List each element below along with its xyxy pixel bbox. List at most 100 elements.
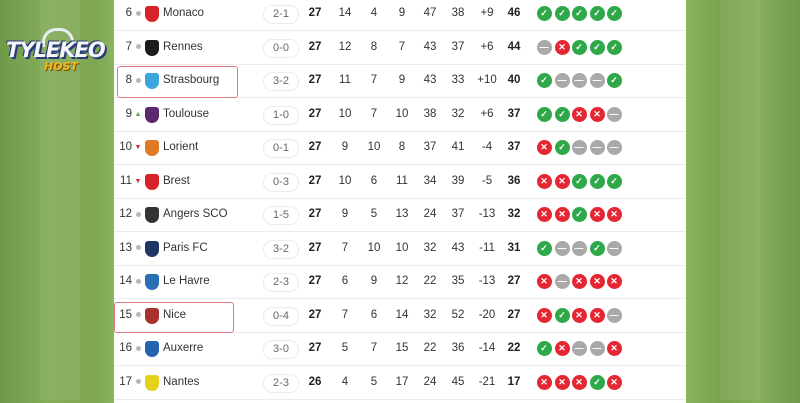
last-match-score: 3-0 [263, 340, 299, 359]
goals-for-cell: 37 [423, 141, 437, 153]
points-cell: 32 [507, 208, 521, 220]
played-cell: 27 [308, 141, 322, 153]
played-cell: 27 [308, 308, 322, 321]
won-cell: 6 [341, 275, 349, 287]
win-check-icon: ✓ [536, 6, 552, 21]
drawn-cell: 7 [370, 342, 378, 354]
rank-number: 13 [119, 241, 132, 254]
rank-number: 6 [125, 7, 132, 19]
win-check-icon: ✓ [536, 240, 552, 256]
goals-for-cell: 22 [423, 342, 437, 354]
team-crest-icon [145, 274, 159, 290]
drawn-cell: 4 [370, 7, 378, 19]
points-cell: 37 [507, 141, 521, 153]
draw-dash-icon: — [606, 307, 622, 323]
goal-diff-cell: -14 [478, 342, 496, 354]
won-cell: 9 [341, 208, 349, 220]
team-crest-icon [145, 140, 159, 156]
last-match-score: 2-3 [263, 273, 299, 292]
table-row[interactable]: 14 Le Havre 2-3 27 6 9 12 22 35 -13 27 ✕ — ✕ ✕ ✕ [114, 265, 686, 299]
points-cell: 40 [507, 74, 521, 86]
team-name[interactable]: Paris FC [163, 241, 208, 254]
team-name[interactable]: Toulouse [163, 107, 210, 120]
win-check-icon: ✓ [589, 240, 605, 256]
won-cell: 5 [341, 342, 349, 354]
won-cell: 14 [338, 7, 352, 19]
team-name[interactable]: Nantes [163, 375, 200, 388]
table-row[interactable]: 8 Strasbourg 3-2 27 11 7 9 43 33 +10 40 ✓ — — — ✓ [114, 64, 686, 98]
won-cell: 10 [338, 107, 352, 120]
win-check-icon: ✓ [536, 341, 552, 356]
team-name[interactable]: Auxerre [163, 342, 204, 354]
team-name[interactable]: Angers SCO [163, 208, 228, 220]
rank-number: 11 [120, 174, 132, 187]
table-row[interactable]: 7 Rennes 0-0 27 12 8 7 43 37 +6 44— ✕ ✓ ✓ ✓ [114, 31, 686, 65]
loss-x-icon: ✕ [554, 341, 570, 356]
loss-x-icon: ✕ [589, 207, 605, 222]
background-stripe [40, 0, 80, 400]
goals-against-cell: 38 [451, 7, 465, 19]
goal-diff-cell: -11 [479, 241, 495, 254]
table-row[interactable]: 17 Nantes 2-3 26 4 5 17 24 45 -21 17 ✕ ✕ ✕ ✓ ✕ [114, 366, 686, 400]
goals-against-cell: 35 [451, 275, 465, 287]
goal-diff-cell: +10 [477, 74, 497, 86]
table-row[interactable]: 11 ▼ Brest 0-3 27 10 6 11 34 39 -5 36 ✕ ✕ ✓ ✓ ✓ [114, 165, 686, 199]
table-row[interactable]: 6 Monaco 2-1 27 14 4 9 47 38 +9 46 ✓ ✓ ✓ ✓ ✓ [114, 0, 686, 31]
team-name[interactable]: Le Havre [163, 275, 210, 287]
played-cell: 27 [308, 74, 322, 86]
drawn-cell: 10 [367, 141, 381, 153]
draw-dash-icon: — [571, 140, 587, 155]
team-crest-icon [145, 240, 159, 257]
table-row[interactable]: 15 Nice 0-4 27 7 6 14 32 52 -20 27 ✕ ✓ ✕ ✕ — [114, 299, 686, 333]
rank-number: 17 [119, 375, 132, 388]
highlight-box [117, 66, 238, 98]
team-crest-icon [145, 207, 159, 223]
played-cell: 27 [308, 7, 322, 19]
table-row[interactable]: 13 Paris FC 3-2 27 7 10 10 32 43 -11 31 ✓ — — ✓ — [114, 232, 686, 266]
team-name[interactable]: Strasbourg [163, 74, 220, 86]
team-name[interactable]: Monaco [163, 7, 204, 19]
won-cell: 7 [341, 308, 349, 321]
team-name[interactable]: Rennes [163, 40, 203, 53]
lost-cell: 9 [398, 7, 406, 19]
draw-dash-icon: — [571, 341, 587, 356]
played-cell: 27 [308, 174, 322, 187]
rank-number: 7 [125, 40, 132, 53]
table-row[interactable]: 10 ▼ Lorient 0-1 27 9 10 8 37 41 -4 37 ✕ ✓ — — — [114, 131, 686, 165]
rank-number: 15 [119, 308, 132, 321]
points-cell: 46 [507, 7, 521, 19]
won-cell: 9 [341, 141, 349, 153]
win-check-icon: ✓ [606, 6, 622, 21]
loss-x-icon: ✕ [536, 307, 552, 323]
team-name[interactable]: Brest [163, 174, 190, 187]
loss-x-icon: ✕ [606, 374, 622, 390]
team-name[interactable]: Nice [163, 308, 187, 321]
loss-x-icon: ✕ [554, 173, 570, 189]
lost-cell: 10 [395, 241, 409, 254]
last-match-score: 1-0 [263, 105, 299, 125]
table-row[interactable]: 16 Auxerre 3-0 27 5 7 15 22 36 -14 22 ✓ ✕ — — ✕ [114, 332, 686, 366]
drawn-cell: 8 [370, 40, 378, 53]
loss-x-icon: ✕ [571, 274, 587, 289]
points-cell: 27 [507, 275, 521, 287]
lost-cell: 7 [398, 40, 406, 53]
logo-subtext: HOST [44, 60, 78, 73]
goals-for-cell: 24 [423, 375, 437, 388]
goals-for-cell: 38 [423, 107, 437, 120]
lost-cell: 12 [395, 275, 409, 287]
played-cell: 27 [308, 241, 322, 254]
draw-dash-icon: — [571, 240, 587, 256]
lost-cell: 14 [395, 308, 409, 321]
team-name[interactable]: Lorient [163, 141, 199, 153]
played-cell: 27 [308, 40, 322, 53]
goal-diff-cell: -20 [478, 308, 496, 321]
table-row[interactable]: 9 ▲ Toulouse 1-0 27 10 7 10 38 32 +6 37 ✓ ✓ ✕ ✕ — [114, 98, 686, 132]
table-row[interactable]: 12 Angers SCO 1-5 27 9 5 13 24 37 -13 32 ✕ ✕ ✓ ✕ ✕ [114, 198, 686, 232]
goal-diff-cell: -5 [481, 174, 493, 187]
points-cell: 31 [507, 241, 521, 254]
logo-arch-icon [42, 28, 74, 47]
won-cell: 10 [338, 174, 352, 187]
played-cell: 27 [308, 275, 322, 287]
last-match-score: 0-4 [263, 306, 299, 326]
goals-for-cell: 34 [423, 174, 437, 187]
